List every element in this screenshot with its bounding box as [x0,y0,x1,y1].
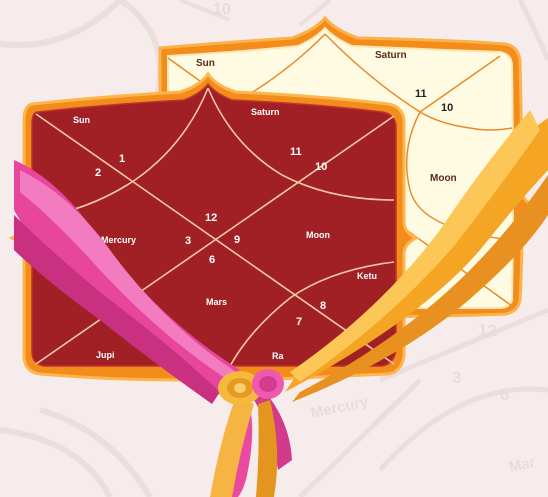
front-number-7: 7 [296,316,302,328]
gold-ribbon [210,110,548,497]
back-number-10: 10 [441,102,453,114]
front-planet-ketu: Ketu [357,271,377,281]
front-planet-sun: Sun [73,115,90,125]
bg-number-12: 12 [478,321,497,340]
back-planet-moon: Moon [430,173,457,184]
bg-number-10: 10 [213,1,231,18]
front-number-10: 10 [315,161,327,173]
front-number-8: 8 [320,300,326,312]
front-planet-mars: Mars [206,297,227,307]
front-planet-rahu: Ra [272,351,284,361]
front-planet-mercury: Mercury [101,235,136,245]
back-planet-saturn: Saturn [375,50,407,61]
front-planet-saturn: Saturn [251,107,280,117]
bg-planet-mars: Mar [507,454,537,476]
back-planet-sun: Sun [196,58,215,69]
front-number-11: 11 [290,146,302,158]
bg-number-6: 6 [500,385,509,404]
front-number-12: 12 [205,212,217,224]
bg-number-3: 3 [452,368,461,387]
front-number-1: 1 [119,153,125,165]
back-number-11: 11 [415,88,427,100]
front-planet-moon: Moon [306,230,330,240]
ribbon-knot [218,369,284,405]
front-number-9: 9 [234,234,240,246]
front-number-6: 6 [209,254,215,266]
front-planet-jupiter: Jupi [96,350,115,360]
front-number-2: 2 [95,167,101,179]
front-number-3: 3 [185,235,191,247]
bg-planet-mercury: Mercury [309,393,370,422]
